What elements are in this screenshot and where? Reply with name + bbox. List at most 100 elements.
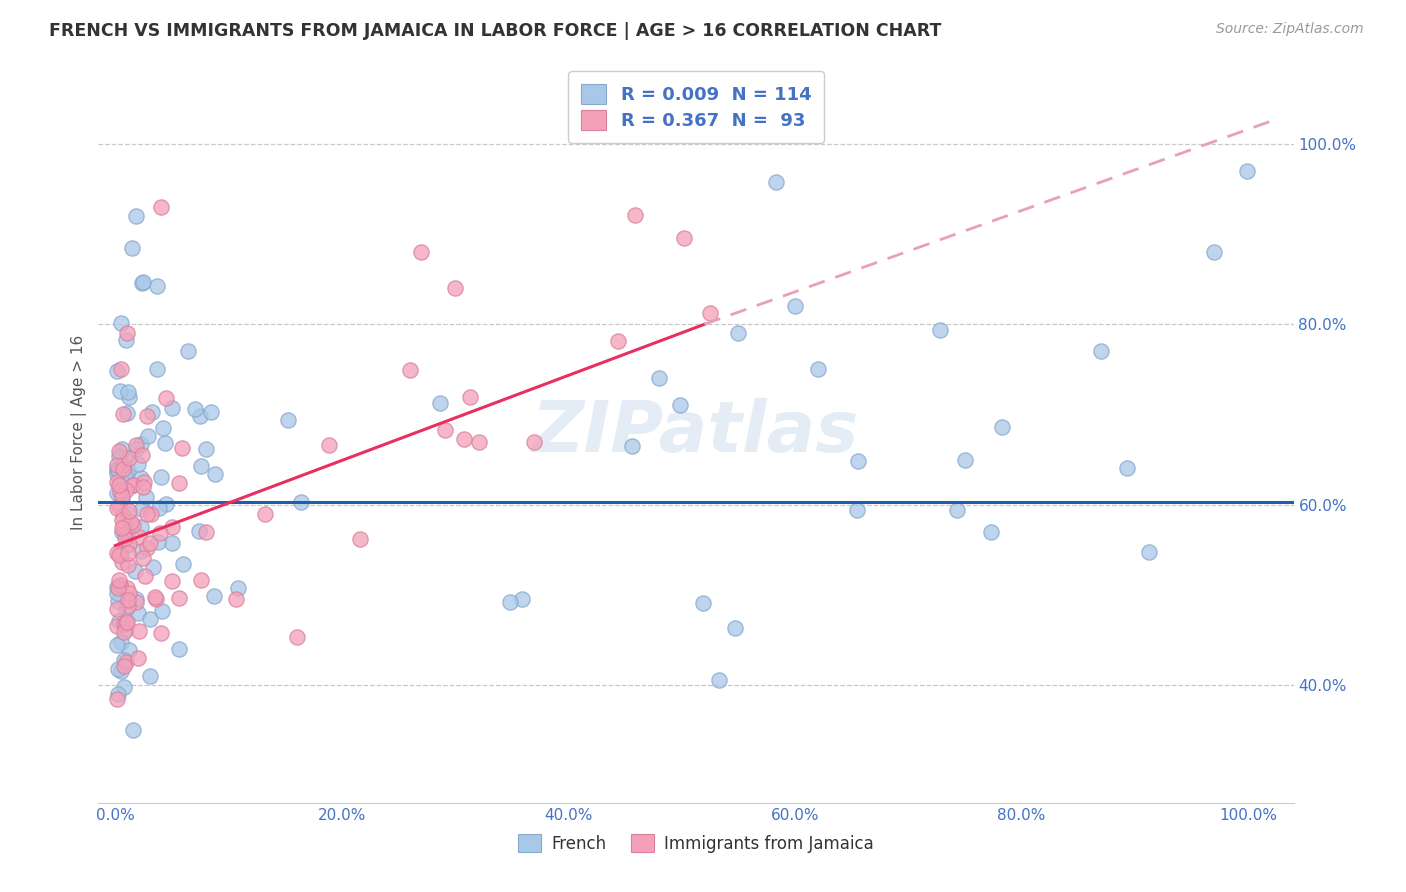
Point [150,604,173,618]
Point [132,275,155,289]
Point [105,467,128,482]
Point [190,458,212,473]
Point [160,574,183,588]
Point [132,480,155,494]
Point [105,638,128,652]
Point [990,420,1012,434]
Point [111,509,134,524]
Point [444,281,467,295]
Point [124,438,146,452]
Point [110,362,132,376]
Point [118,643,141,657]
Point [139,612,162,626]
Point [115,615,138,630]
Point [117,463,139,477]
Point [107,581,129,595]
Point [111,525,134,540]
Point [167,591,190,606]
Point [125,442,148,457]
Point [117,384,139,399]
Point [107,594,129,608]
Y-axis label: In Labor Force | Age > 16: In Labor Force | Age > 16 [72,335,87,530]
Point [112,616,135,631]
Point [125,591,148,606]
Point [110,664,132,678]
Point [118,450,141,465]
Point [105,580,128,594]
Point [194,524,217,539]
Point [121,241,143,255]
Point [105,692,128,706]
Point [458,390,481,404]
Point [108,477,131,491]
Point [120,516,142,531]
Point [433,423,456,437]
Point [115,581,138,595]
Point [225,591,247,606]
Point [114,531,136,545]
Point [510,591,533,606]
Point [111,442,134,457]
Point [946,503,969,517]
Point [162,520,184,534]
Point [188,524,211,538]
Point [129,437,152,451]
Point [1236,163,1258,178]
Point [124,595,146,609]
Point [127,457,149,471]
Point [128,624,150,639]
Point [118,390,141,404]
Point [114,538,136,552]
Point [131,448,153,462]
Point [176,344,198,359]
Point [107,463,129,477]
Point [105,486,128,500]
Point [114,467,136,482]
Point [411,245,433,260]
Point [115,602,138,616]
Point [117,593,139,607]
Point [110,486,132,500]
Point [152,420,174,434]
Point [121,723,143,737]
Point [117,507,139,521]
Point [105,601,128,615]
Point [118,586,141,600]
Point [845,503,868,517]
Point [111,491,134,505]
Point [146,361,169,376]
Point [108,614,131,628]
Point [114,450,136,465]
Point [318,437,340,451]
Point [114,333,136,347]
Point [105,463,128,477]
Point [699,306,721,320]
Point [194,442,217,456]
Point [150,470,173,484]
Point [134,569,156,583]
Point [160,401,183,416]
Point [184,402,207,417]
Point [188,409,211,424]
Point [200,404,222,418]
Point [172,557,194,571]
Text: Source: ZipAtlas.com: Source: ZipAtlas.com [1216,22,1364,37]
Point [115,623,138,637]
Point [669,398,692,412]
Point [107,475,129,490]
Point [112,659,135,673]
Point [117,599,139,613]
Point [202,590,225,604]
Point [150,625,173,640]
Point [111,555,134,569]
Point [112,519,135,533]
Point [105,458,128,473]
Text: ZIPatlas: ZIPatlas [533,398,859,467]
Point [162,536,184,550]
Point [118,504,141,518]
Point [108,549,131,563]
Point [190,573,212,587]
Point [429,396,451,410]
Point [155,436,177,450]
Point [117,558,139,572]
